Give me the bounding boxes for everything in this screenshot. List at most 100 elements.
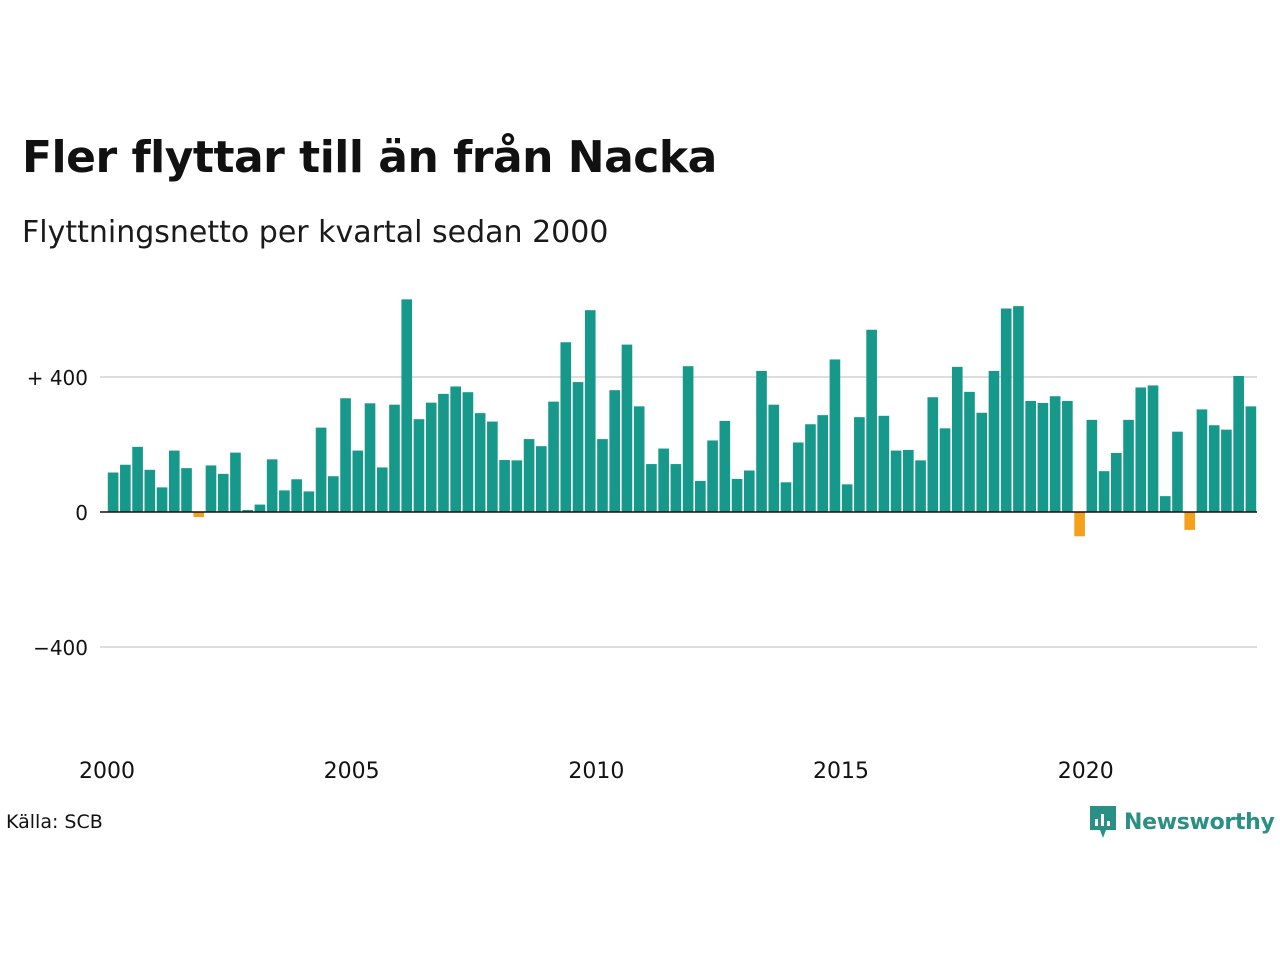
- bar: [939, 428, 951, 512]
- bar: [376, 467, 388, 512]
- bar: [254, 504, 266, 512]
- y-tick-label: −400: [33, 636, 88, 660]
- bar: [584, 310, 596, 512]
- x-tick-label: 2020: [1058, 759, 1114, 784]
- brand-name: Newsworthy: [1124, 809, 1275, 835]
- bar: [425, 402, 437, 512]
- bar: [340, 398, 351, 512]
- bar: [548, 401, 559, 512]
- bar: [792, 442, 804, 512]
- bar: [1037, 402, 1049, 512]
- y-axis-labels: + 400 0 −400: [27, 366, 88, 660]
- bar: [462, 392, 474, 512]
- bar: [695, 480, 706, 512]
- bar: [903, 449, 914, 512]
- bar: [1062, 400, 1073, 512]
- bar: [646, 464, 657, 512]
- bar: [474, 413, 486, 512]
- bar: [951, 366, 963, 512]
- bar: [682, 366, 694, 512]
- bar: [1159, 496, 1171, 512]
- brand-logo[interactable]: Newsworthy: [1088, 804, 1275, 840]
- bar: [230, 452, 241, 512]
- bar: [205, 465, 217, 512]
- bar: [1233, 375, 1244, 512]
- bar: [181, 468, 192, 512]
- bar: [817, 415, 829, 512]
- bar: [487, 421, 498, 512]
- bar: [964, 391, 975, 512]
- bar: [1110, 452, 1122, 512]
- x-axis-labels: 2000 2005 2010 2015 2020: [79, 759, 1114, 784]
- y-tick-label: 0: [75, 501, 88, 525]
- bar: [1025, 400, 1036, 512]
- bar: [144, 469, 156, 512]
- bar: [560, 342, 572, 512]
- bar: [389, 404, 400, 512]
- bar: [927, 397, 939, 512]
- bar: [756, 370, 767, 512]
- bar: [120, 464, 131, 512]
- bar: [915, 460, 926, 512]
- x-tick-label: 2000: [79, 759, 135, 784]
- y-tick-label: + 400: [27, 366, 88, 390]
- bar: [1074, 512, 1085, 537]
- bar: [193, 512, 205, 518]
- x-tick-label: 2005: [324, 759, 380, 784]
- bar: [707, 440, 718, 512]
- bar: [1172, 431, 1183, 512]
- source-note: Källa: SCB: [6, 811, 103, 833]
- bar: [1000, 308, 1012, 512]
- bar: [511, 460, 523, 512]
- bar: [743, 470, 755, 512]
- bar: [658, 448, 669, 512]
- x-tick-label: 2010: [568, 759, 624, 784]
- bar: [976, 412, 988, 512]
- bar: [413, 419, 425, 512]
- gridlines: [100, 376, 1257, 648]
- bar: [1184, 512, 1196, 530]
- bar: [266, 459, 278, 512]
- chart-subtitle: Flyttningsnetto per kvartal sedan 2000: [22, 215, 609, 250]
- bar: [523, 439, 535, 512]
- bar: [609, 390, 621, 512]
- bar: [890, 450, 902, 512]
- bar: [279, 490, 290, 512]
- bar: [597, 439, 608, 512]
- bar: [499, 460, 510, 512]
- bar: [156, 487, 168, 512]
- bar: [438, 393, 449, 512]
- bar-chart: + 400 0 −400 2000 2005 2010 2015 2020: [27, 299, 1257, 784]
- bar: [217, 473, 229, 512]
- chart-title: Fler flyttar till än från Nacka: [22, 132, 717, 183]
- bar: [768, 404, 780, 512]
- bar: [1208, 425, 1220, 512]
- bar: [633, 406, 645, 512]
- bar: [1098, 471, 1110, 512]
- bar: [107, 472, 119, 512]
- bar: [535, 446, 547, 512]
- bar: [1135, 387, 1147, 512]
- bar: [315, 427, 327, 512]
- bar: [988, 370, 1000, 512]
- bar: [1013, 306, 1024, 512]
- bar: [1086, 419, 1098, 512]
- bar: [168, 450, 180, 512]
- bar: [242, 509, 254, 512]
- bar: [780, 482, 792, 512]
- bar: [291, 479, 302, 512]
- bar: [1221, 429, 1232, 512]
- bars: [107, 299, 1257, 537]
- bar: [621, 344, 633, 512]
- bar: [1123, 419, 1134, 512]
- bar: [878, 415, 890, 512]
- bar: [1245, 406, 1257, 512]
- bar: [841, 484, 853, 512]
- bar: [829, 359, 841, 512]
- bar: [132, 446, 143, 512]
- bar: [450, 386, 461, 512]
- bar: [328, 476, 339, 512]
- bar: [572, 382, 584, 512]
- bar: [1147, 385, 1159, 512]
- x-tick-label: 2015: [813, 759, 869, 784]
